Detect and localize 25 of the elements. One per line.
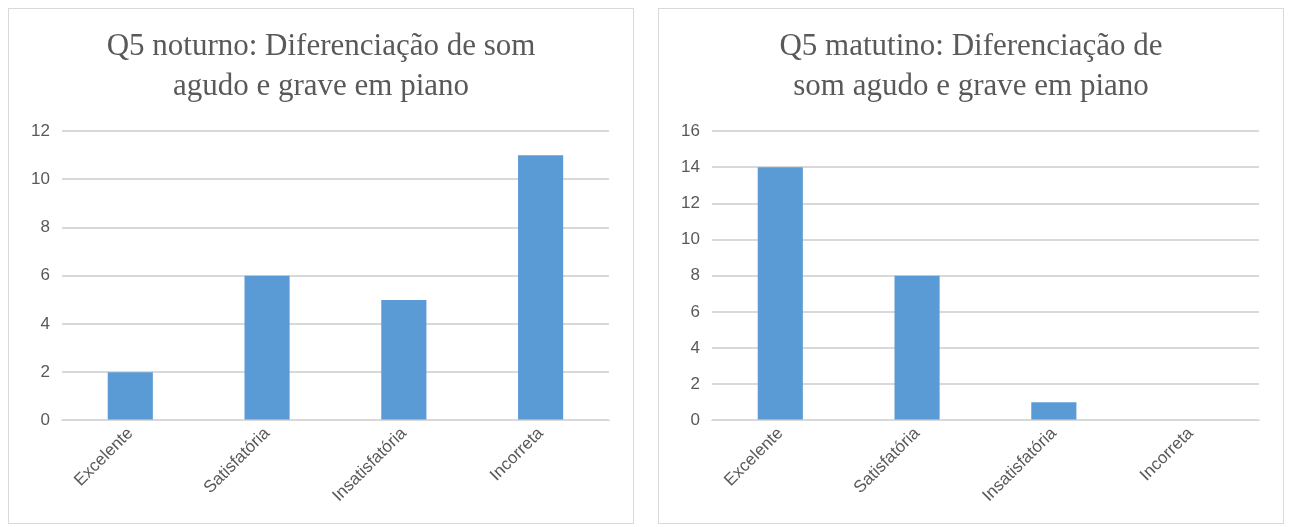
y-tick-label: 8 (40, 217, 50, 237)
bar (1031, 402, 1077, 420)
bar (107, 372, 153, 420)
bar (757, 167, 803, 420)
y-tick-label: 12 (680, 193, 700, 213)
y-tick-label: 4 (40, 313, 50, 333)
y-tick-label: 10 (680, 229, 700, 249)
y-tick-label: 0 (690, 410, 700, 430)
bar (894, 275, 940, 420)
chart-title: Q5 matutino: Diferenciação de som agudo e grave em piano (778, 26, 1164, 104)
y-tick-label: 6 (40, 265, 50, 285)
bar (381, 299, 427, 420)
y-tick-label: 14 (680, 157, 700, 177)
y-tick-label: 2 (690, 373, 700, 393)
y-tick-label: 16 (680, 120, 700, 140)
bar (518, 155, 564, 420)
y-tick-label: 12 (30, 120, 50, 140)
bar (244, 275, 290, 420)
y-tick-label: 2 (40, 361, 50, 381)
y-tick-label: 8 (690, 265, 700, 285)
chart-title: Q5 noturno: Diferenciação de som agudo e grave em piano (105, 26, 537, 104)
y-tick-label: 10 (30, 169, 50, 189)
y-tick-label: 6 (690, 301, 700, 321)
y-tick-label: 4 (690, 337, 700, 357)
y-tick-label: 0 (40, 410, 50, 430)
